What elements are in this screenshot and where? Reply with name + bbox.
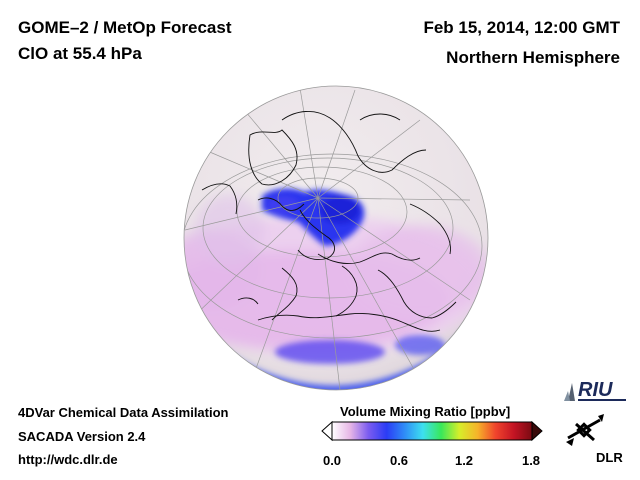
coastlines	[201, 111, 457, 332]
method-label: 4DVar Chemical Data Assimilation	[18, 405, 229, 420]
clo-mid-field	[184, 195, 488, 355]
graticule	[184, 87, 483, 390]
colorbar-title: Volume Mixing Ratio [ppbv]	[340, 404, 511, 419]
dlr-logo-text: DLR	[596, 450, 623, 465]
website-link[interactable]: http://wdc.dlr.de	[18, 452, 118, 467]
colorbar-tick: 1.2	[454, 453, 474, 468]
version-label: SACADA Version 2.4	[18, 429, 146, 444]
forecast-datetime: Feb 15, 2014, 12:00 GMT	[423, 18, 620, 37]
region-label: Northern Hemisphere	[446, 48, 620, 67]
colorbar-high-arrow	[531, 420, 543, 442]
product-title: GOME–2 / MetOp Forecast	[18, 18, 232, 37]
colorbar	[321, 420, 543, 442]
colorbar-gradient	[331, 421, 533, 441]
colorbar-low-arrow	[321, 420, 333, 442]
species-level-label: ClO at 55.4 hPa	[18, 44, 142, 63]
colorbar-tick: 0.0	[322, 453, 342, 468]
globe-rim	[183, 85, 489, 391]
riu-logo: RIU	[564, 379, 626, 401]
colorbar-tick: 1.8	[521, 453, 541, 468]
riu-logo-text: RIU	[578, 379, 613, 401]
colorbar-tick: 0.6	[389, 453, 409, 468]
dlr-logo-icon	[566, 414, 604, 446]
